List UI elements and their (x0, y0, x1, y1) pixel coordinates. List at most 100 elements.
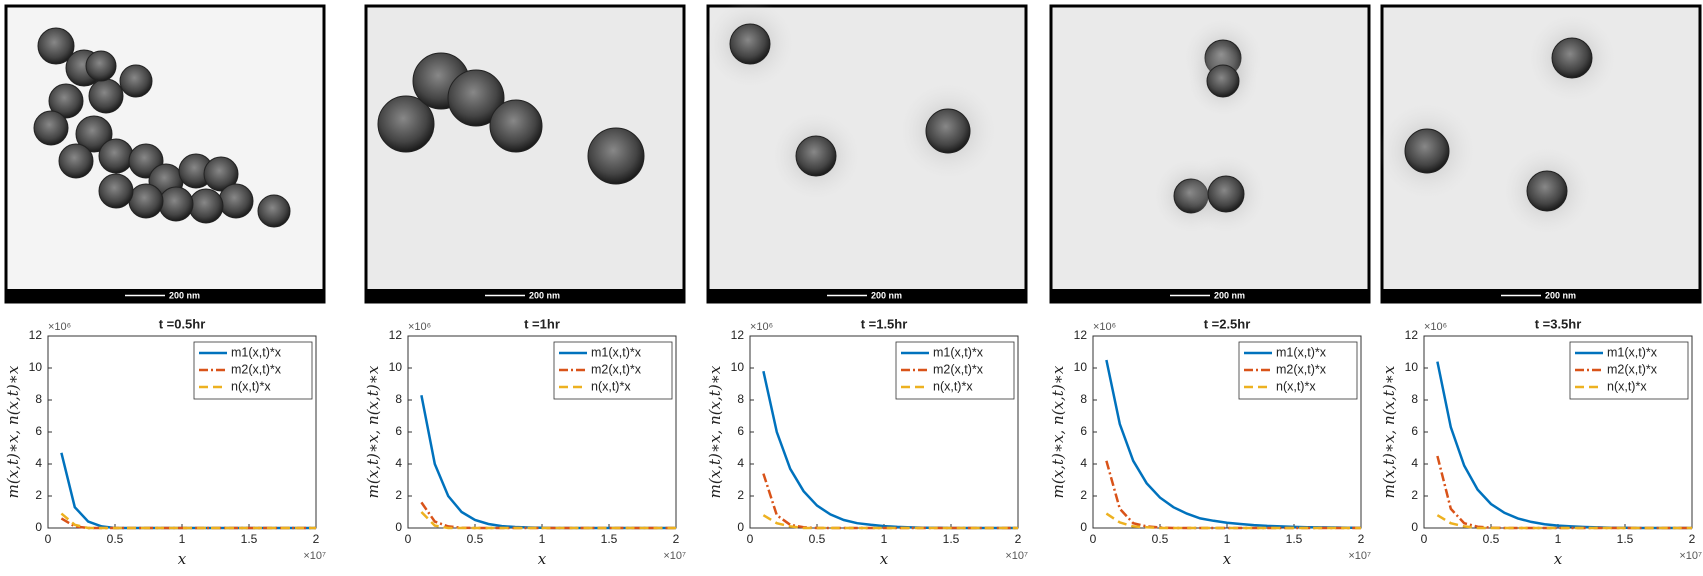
y-tick-label: 4 (1411, 456, 1418, 470)
y-tick-label: 2 (395, 488, 402, 502)
y-multiplier: ×10⁶ (1093, 321, 1116, 333)
micrograph: 200 nm (706, 0, 1028, 304)
x-tick-label: 0 (747, 532, 754, 546)
particle (489, 99, 543, 153)
x-tick-label: 0.5 (1483, 532, 1500, 546)
y-axis-label: m(x,t)∗x, n(x,t)∗x (706, 365, 724, 498)
x-axis-label: x (880, 550, 889, 568)
x-tick-label: 2 (1015, 532, 1022, 546)
micrograph: 200 nm (364, 4, 686, 304)
series-line (762, 514, 1018, 530)
legend-label: n(x,t)*x (591, 379, 631, 393)
particle (795, 135, 837, 177)
legend-box (193, 341, 313, 400)
y-multiplier: ×10⁶ (1424, 321, 1447, 333)
legend-box (895, 341, 1015, 400)
y-tick-label: 2 (737, 488, 744, 502)
particle (1526, 170, 1568, 212)
x-tick-label: 1.5 (1286, 532, 1303, 546)
x-tick-label: 0.5 (1152, 532, 1169, 546)
scale-bar-label: 200 nm (169, 290, 200, 300)
series-line (420, 511, 676, 530)
y-tick-label: 8 (395, 392, 402, 406)
y-multiplier: ×10⁶ (48, 321, 71, 333)
x-tick-label: 2 (1358, 532, 1365, 546)
y-tick-label: 0 (395, 520, 402, 534)
legend-label: n(x,t)*x (1607, 379, 1647, 393)
y-tick-label: 12 (29, 328, 43, 342)
particle (85, 50, 117, 82)
x-tick-label: 0.5 (107, 532, 124, 546)
y-tick-label: 0 (737, 520, 744, 534)
particle (188, 188, 224, 224)
x-tick-label: 2 (1689, 532, 1696, 546)
x-tick-label: 1 (179, 532, 186, 546)
y-tick-label: 0 (1411, 520, 1418, 534)
y-tick-label: 6 (35, 424, 42, 438)
x-multiplier: ×10⁷ (1679, 550, 1702, 562)
legend-label: m2(x,t)*x (591, 362, 642, 376)
particle (925, 108, 971, 154)
y-tick-label: 4 (737, 456, 744, 470)
x-axis-label: x (1223, 550, 1232, 568)
legend-box (1569, 341, 1689, 400)
legend-label: n(x,t)*x (231, 379, 271, 393)
scale-bar-label: 200 nm (1545, 290, 1576, 300)
particle (119, 64, 153, 98)
x-axis-label: x (538, 550, 547, 568)
y-tick-label: 8 (737, 392, 744, 406)
x-axis-label: x (178, 550, 187, 568)
particle (98, 173, 134, 209)
particle (88, 78, 124, 114)
y-tick-label: 10 (29, 360, 43, 374)
y-tick-label: 6 (395, 424, 402, 438)
particle (587, 127, 645, 185)
x-tick-label: 0 (1090, 532, 1097, 546)
x-multiplier: ×10⁷ (663, 550, 686, 562)
legend-label: n(x,t)*x (1276, 379, 1316, 393)
y-tick-label: 4 (35, 456, 42, 470)
micrograph: 200 nm (1378, 4, 1702, 304)
particle (1207, 175, 1245, 213)
y-tick-label: 0 (35, 520, 42, 534)
x-tick-label: 0 (1421, 532, 1428, 546)
particle (1551, 37, 1593, 79)
particle (37, 27, 75, 65)
legend-label: m2(x,t)*x (1276, 362, 1327, 376)
y-tick-label: 4 (395, 456, 402, 470)
scale-bar-label: 200 nm (1214, 290, 1245, 300)
y-tick-label: 10 (389, 360, 403, 374)
legend-label: m1(x,t)*x (1276, 345, 1327, 359)
y-tick-label: 12 (1405, 328, 1419, 342)
y-axis-label: m(x,t)∗x, n(x,t)∗x (1380, 365, 1398, 498)
y-tick-label: 2 (1411, 488, 1418, 502)
legend-box (553, 341, 673, 400)
chart-title: t =2.5hr (1204, 316, 1251, 331)
legend-label: m2(x,t)*x (231, 362, 282, 376)
y-tick-label: 10 (731, 360, 745, 374)
particle (203, 156, 239, 192)
x-tick-label: 0 (405, 532, 412, 546)
particle (158, 186, 194, 222)
x-tick-label: 0 (45, 532, 52, 546)
y-tick-label: 8 (1080, 392, 1087, 406)
particle (377, 95, 435, 153)
y-tick-label: 12 (1074, 328, 1088, 342)
legend-label: m2(x,t)*x (933, 362, 984, 376)
y-axis-label: m(x,t)∗x, n(x,t)∗x (364, 365, 382, 498)
particle (257, 194, 291, 228)
x-tick-label: 1 (539, 532, 546, 546)
particle (218, 183, 254, 219)
series-line (60, 512, 316, 530)
chart-title: t =1hr (524, 316, 560, 331)
y-tick-label: 2 (1080, 488, 1087, 502)
y-multiplier: ×10⁶ (408, 321, 431, 333)
particle (729, 23, 771, 65)
micrograph: 200 nm (4, 4, 326, 304)
particle (58, 143, 94, 179)
particle (1206, 64, 1240, 98)
x-tick-label: 1.5 (601, 532, 618, 546)
x-tick-label: 1.5 (943, 532, 960, 546)
particle (33, 110, 69, 146)
